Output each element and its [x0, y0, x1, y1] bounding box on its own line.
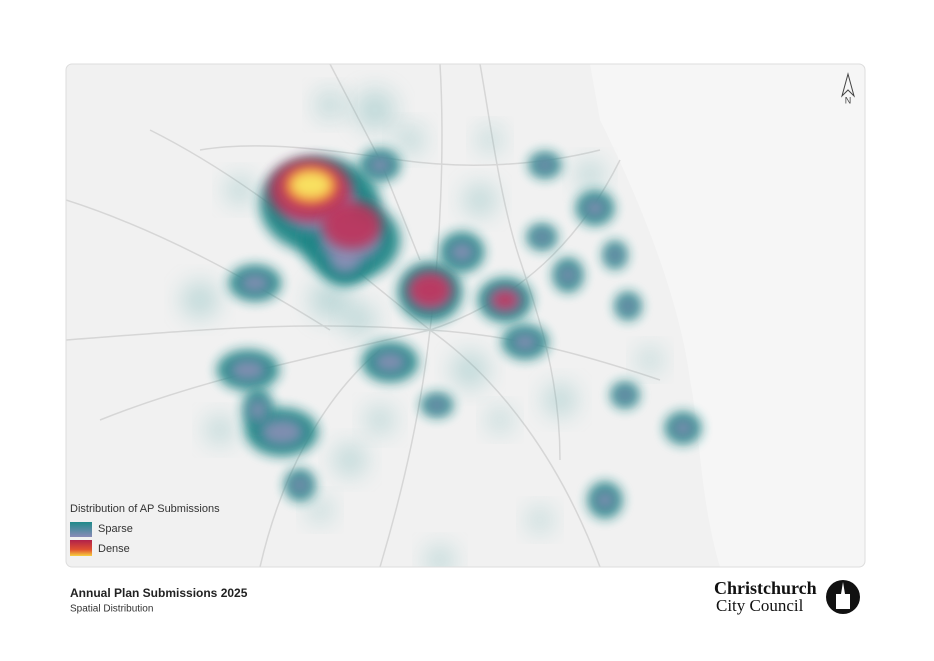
heat-blob [427, 398, 447, 412]
heat-blob [373, 351, 407, 373]
footer-title: Annual Plan Submissions 2025 [70, 586, 248, 600]
heat-blob [291, 476, 309, 494]
heat-blob [260, 418, 304, 446]
heat-blob [316, 91, 344, 119]
heat-blob [182, 282, 218, 318]
heat-blob [396, 126, 424, 154]
heat-blob [289, 170, 333, 200]
heat-blob [229, 359, 267, 381]
sea [590, 64, 865, 567]
heat-blob [528, 508, 552, 532]
map [66, 64, 865, 567]
footer-subtitle: Spatial Distribution [70, 604, 153, 615]
legend-title: Distribution of AP Submissions [70, 503, 220, 515]
legend-label: Sparse [98, 523, 133, 535]
heat-blob [206, 416, 234, 444]
heat-blob [464, 184, 496, 216]
heat-blob [511, 332, 539, 352]
heat-blob [368, 156, 392, 174]
heat-blob [559, 265, 577, 285]
heat-blob [344, 304, 376, 336]
heat-blob [408, 272, 452, 308]
heat-blob [607, 247, 623, 263]
heat-blob [583, 198, 607, 218]
north-label: N [845, 95, 852, 105]
heat-blob [533, 229, 551, 245]
heat-blob [226, 176, 254, 204]
logo-text: Christchurch [714, 578, 817, 598]
legend-label: Dense [98, 543, 130, 555]
heat-blob [334, 444, 366, 476]
heat-blob [491, 290, 519, 310]
heat-blob [535, 157, 555, 173]
heat-blob [638, 348, 662, 372]
heat-blob [448, 241, 476, 263]
heat-blob [310, 280, 350, 320]
legend-swatch [70, 522, 92, 537]
heat-blob [366, 406, 394, 434]
heat-blob [426, 546, 454, 567]
north-arrow [841, 72, 855, 98]
heat-blob [478, 128, 502, 152]
heat-blob [672, 419, 694, 437]
heat-blob [544, 384, 576, 416]
logo-text: City Council [716, 596, 804, 615]
heat-blob [322, 201, 382, 249]
heat-blob [452, 352, 488, 388]
heat-blob [488, 408, 512, 432]
heat-blob [616, 387, 634, 403]
heat-blob [620, 298, 636, 314]
heat-blob [249, 397, 267, 423]
legend-swatch [70, 540, 92, 556]
heat-blob [239, 273, 271, 293]
heatmap [182, 90, 701, 567]
map-frame [65, 63, 866, 568]
heat-blob [594, 490, 616, 510]
heat-blob [355, 90, 395, 130]
heat-blob [330, 246, 360, 274]
heat-blob [308, 498, 332, 522]
logo-cathedral [836, 582, 850, 609]
heat-blob [576, 161, 604, 189]
